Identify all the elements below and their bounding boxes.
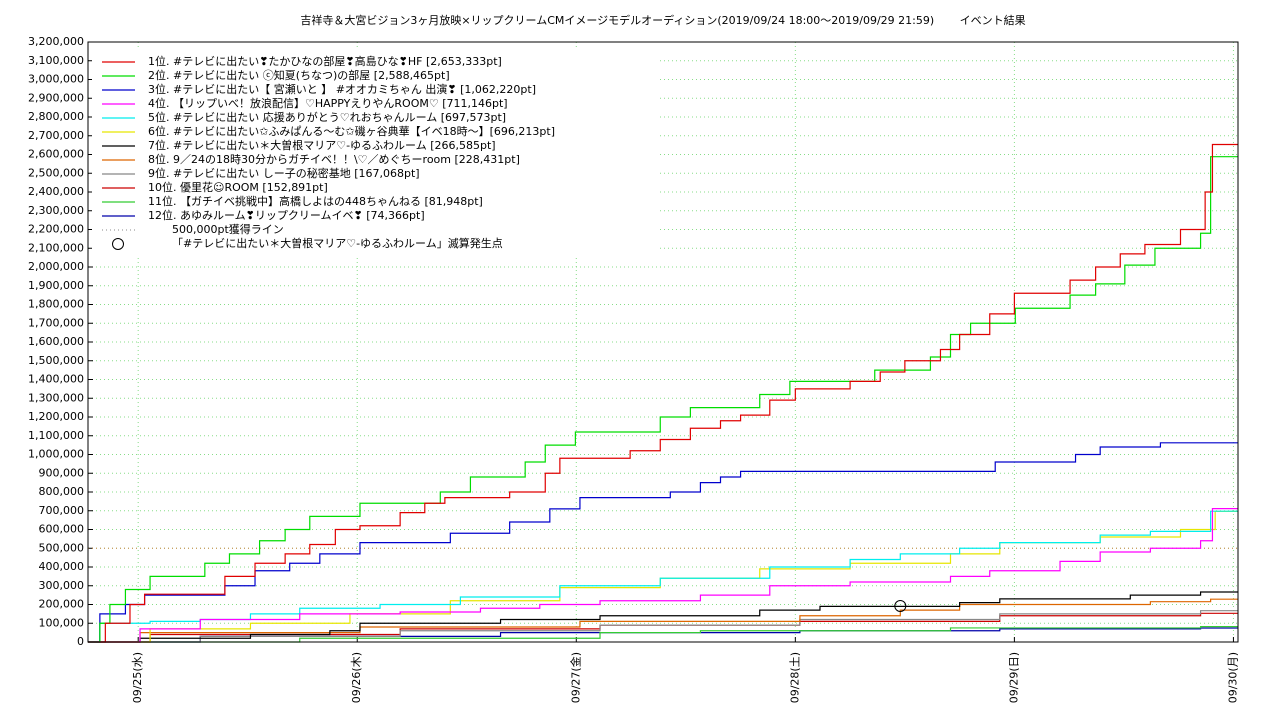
legend-label: 11位. 【ガチイベ挑戦中】高橋しよはの448ちゃんねる [81,948pt] xyxy=(148,194,483,208)
legend-label: 5位. #テレビに出たい 応援ありがとう♡れおちゃんルーム [697,573pt… xyxy=(148,110,506,124)
y-tick-label: 0 xyxy=(77,635,84,648)
y-tick-label: 1,600,000 xyxy=(28,335,84,348)
x-tick-label: 09/30(月) xyxy=(1226,652,1239,703)
y-tick-label: 2,400,000 xyxy=(28,185,84,198)
series-line xyxy=(88,610,1238,643)
x-tick-label: 09/29(日) xyxy=(1007,652,1020,703)
y-tick-label: 2,100,000 xyxy=(28,241,84,254)
x-tick-label: 09/25(水) xyxy=(131,652,144,703)
y-tick-label: 200,000 xyxy=(39,598,85,611)
y-tick-label: 800,000 xyxy=(39,485,85,498)
series-line xyxy=(88,626,1238,643)
series-line xyxy=(88,508,1238,643)
legend-box xyxy=(92,50,657,256)
y-tick-label: 500,000 xyxy=(39,541,85,554)
y-tick-label: 1,300,000 xyxy=(28,391,84,404)
y-tick-label: 2,800,000 xyxy=(28,110,84,123)
series-line xyxy=(88,143,1238,643)
plot xyxy=(88,143,1238,643)
legend-label: 「#テレビに出たい＊大曽根マリア♡-ゆるふわルーム」滅算発生点 xyxy=(172,236,503,250)
y-tick-label: 2,600,000 xyxy=(28,148,84,161)
marker-point xyxy=(894,600,907,612)
y-tick-label: 3,100,000 xyxy=(28,54,84,67)
y-tick-label: 400,000 xyxy=(39,560,85,573)
series-line xyxy=(88,598,1238,643)
legend-swatch xyxy=(112,238,124,250)
y-tick-label: 700,000 xyxy=(39,504,85,517)
y-tick-label: 2,300,000 xyxy=(28,204,84,217)
legend-label: 6位. #テレビに出たい✩ふみぱんる〜む✩磯ヶ谷典華【イベ18時〜】[696,2… xyxy=(148,124,555,138)
x-tick-label: 09/28(土) xyxy=(788,652,801,703)
legend-label: 8位. 9／24の18時30分からガチイベ！！\♡／めぐちーroom [228,… xyxy=(148,152,520,166)
x-tick-label: 09/27(金) xyxy=(568,652,582,703)
legend-label: 2位. #テレビに出たい ⓒ知夏(ちなつ)の部屋 [2,588,465pt] xyxy=(148,68,450,82)
series-line xyxy=(88,156,1238,643)
y-tick-label: 1,800,000 xyxy=(28,298,84,311)
legend-label: 10位. 優里花☺ROOM [152,891pt] xyxy=(148,180,328,194)
chart-title: 吉祥寺＆大宮ビジョン3ヶ月放映×リップクリームCMイメージモデルオーディション(… xyxy=(300,13,1025,27)
y-tick-label: 1,700,000 xyxy=(28,316,84,329)
legend-label: 9位. #テレビに出たい しー子の秘密基地 [167,068pt] xyxy=(148,166,420,180)
legend-label: 3位. #テレビに出たい【 宮瀬いと 】 #オオカミちゃん 出演❣ [1,062… xyxy=(148,82,536,96)
legend: 1位. #テレビに出たい❣たかひなの部屋❣高島ひな❣HF [2,653,333p… xyxy=(102,54,555,250)
y-tick-label: 3,200,000 xyxy=(28,35,84,48)
legend-label: 500,000pt獲得ライン xyxy=(172,223,284,236)
y-tick-label: 1,400,000 xyxy=(28,373,84,386)
legend-label: 7位. #テレビに出たい＊大曽根マリア♡-ゆるふわルーム [266,585pt] xyxy=(148,138,496,152)
y-tick-label: 2,700,000 xyxy=(28,129,84,142)
y-tick-label: 300,000 xyxy=(39,579,85,592)
series-line xyxy=(88,591,1238,643)
legend-label: 1位. #テレビに出たい❣たかひなの部屋❣高島ひな❣HF [2,653,333p… xyxy=(148,54,502,68)
y-tick-label: 1,900,000 xyxy=(28,279,84,292)
y-tick-label: 2,500,000 xyxy=(28,166,84,179)
y-tick-label: 100,000 xyxy=(39,616,85,629)
y-tick-label: 2,900,000 xyxy=(28,91,84,104)
y-tick-label: 1,200,000 xyxy=(28,410,84,423)
y-tick-label: 1,500,000 xyxy=(28,354,84,367)
plot-frame xyxy=(87,41,1239,643)
y-tick-label: 1,000,000 xyxy=(28,448,84,461)
series-line xyxy=(88,442,1238,643)
y-tick-label: 3,000,000 xyxy=(28,73,84,86)
y-tick-label: 1,100,000 xyxy=(28,429,84,442)
y-tick-label: 2,000,000 xyxy=(28,260,84,273)
series-line xyxy=(88,510,1238,643)
y-tick-label: 2,200,000 xyxy=(28,223,84,236)
legend-label: 4位. 【リップいべ！放浪配信】♡HAPPYえりやんROOM♡ [711,146… xyxy=(148,96,508,110)
x-tick-label: 09/26(木) xyxy=(350,652,363,703)
legend-label: 12位. あゆみルーム❣リップクリームイベ❣ [74,366pt] xyxy=(148,208,425,222)
y-tick-label: 900,000 xyxy=(39,466,85,479)
y-tick-label: 600,000 xyxy=(39,523,85,536)
